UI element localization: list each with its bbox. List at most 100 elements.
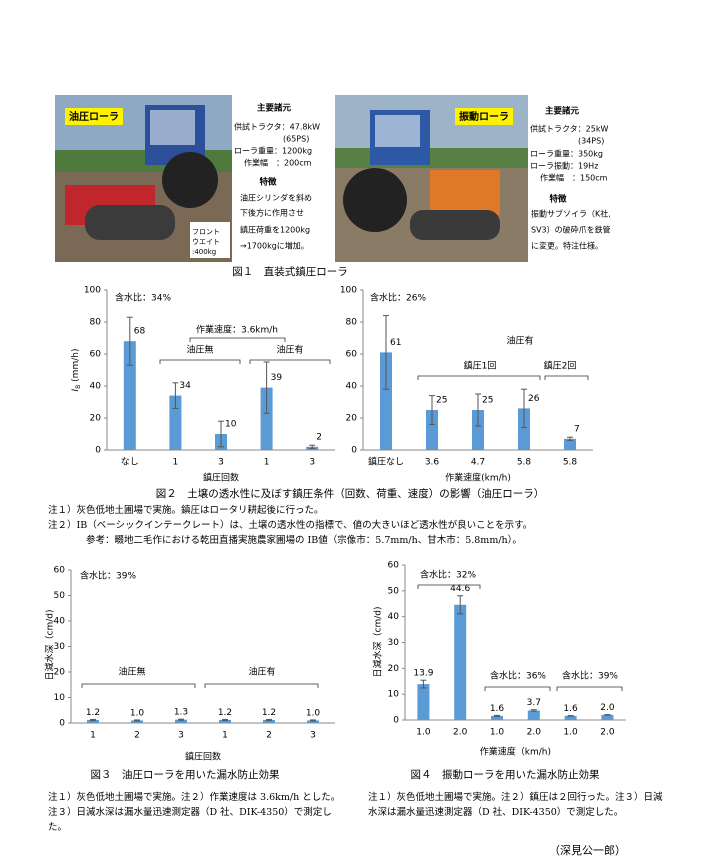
y-tick-label: 30 xyxy=(54,642,66,652)
bar xyxy=(564,715,577,720)
y-tick-label: 80 xyxy=(90,318,102,328)
value-label: 1.2 xyxy=(218,708,232,718)
annotation: 含水比：39% xyxy=(562,670,618,682)
value-label: 44.6 xyxy=(450,584,470,594)
bar xyxy=(263,719,275,723)
spec: ローラ重量：1200kg xyxy=(234,146,312,156)
spec: (34PS) xyxy=(578,137,604,146)
x-tick-label: 1 xyxy=(222,731,228,741)
spec: 供試トラクタ：47.8kW xyxy=(234,122,320,132)
value-label: 10 xyxy=(225,420,237,430)
x-tick-label: 3 xyxy=(218,458,224,468)
x-tick-label: なし xyxy=(121,457,139,468)
value-label: 25 xyxy=(482,396,493,406)
bar xyxy=(307,720,319,723)
y-tick-label: 0 xyxy=(351,446,357,456)
value-label: 1.2 xyxy=(262,708,276,718)
bar xyxy=(601,714,614,720)
x-tick-label: 2.0 xyxy=(600,728,615,738)
annotation: 鎮圧1回 xyxy=(464,360,497,372)
bar xyxy=(169,395,182,450)
bar xyxy=(491,715,503,720)
annotation: 油圧有 xyxy=(506,335,533,347)
x-tick-label: 2.0 xyxy=(527,728,542,738)
y-tick-label: 100 xyxy=(340,286,357,296)
spec: (65PS) xyxy=(283,135,309,144)
bar xyxy=(527,710,540,720)
value-label: 7 xyxy=(574,424,580,434)
y-tick-label: 40 xyxy=(90,382,102,392)
annotation: 含水比：32% xyxy=(420,569,476,581)
weight-note: ウエイト xyxy=(192,238,220,246)
photo-tag: 振動ローラ xyxy=(459,110,509,123)
spec-title: 主要諸元 xyxy=(545,106,580,117)
photo-hydraulic-roller xyxy=(55,95,232,262)
bar xyxy=(131,720,143,723)
bar xyxy=(454,604,467,720)
x-axis-label: 鎮圧回数 xyxy=(185,751,221,763)
bar xyxy=(260,387,273,450)
x-tick-label: 3 xyxy=(178,731,184,741)
bracket xyxy=(556,686,623,691)
bar xyxy=(87,719,99,723)
feature: →1700kgに増加。 xyxy=(240,241,309,251)
y-axis-label: 日減水深（cm/d) xyxy=(372,607,384,678)
y-tick-label: 20 xyxy=(90,414,102,424)
x-tick-label: 2 xyxy=(266,731,272,741)
y-tick-label: 60 xyxy=(54,566,66,576)
caption: 図１ 直装式鎮圧ローラ xyxy=(232,265,348,278)
note: 注２）IB（ベーシックインテークレート）は、土壌の透水性の指標で、値の大きいほど… xyxy=(48,520,533,531)
x-tick-label: 5.8 xyxy=(563,458,578,468)
spec-title: 主要諸元 xyxy=(257,103,292,114)
value-label: 1.0 xyxy=(130,708,145,718)
bar xyxy=(417,684,430,720)
y-tick-label: 40 xyxy=(346,382,358,392)
weight-note: フロント xyxy=(192,228,220,236)
bracket xyxy=(159,359,241,364)
note: 注１）灰色低地土圃場で実施。鎮圧はロータリ耕起後に行った。 xyxy=(48,505,324,516)
y-tick-label: 30 xyxy=(388,638,400,648)
feature: 振動サブソイラ（K社, xyxy=(531,209,611,219)
feature: 鎮圧荷重を1200kg xyxy=(240,225,310,235)
x-tick-label: 1.0 xyxy=(416,728,431,738)
note: 注１）灰色低地土圃場で実施。注２）鎮圧は２回行った。注３）日減水深は漏水量迅速測… xyxy=(368,792,663,818)
spec: 供試トラクタ：25kW xyxy=(530,124,608,134)
bracket xyxy=(544,375,589,380)
y-axis-label-unit: (mm/h) xyxy=(71,349,81,385)
x-tick-label: 5.8 xyxy=(517,458,532,468)
feature-title: 特徴 xyxy=(259,177,277,188)
y-tick-label: 20 xyxy=(346,414,358,424)
y-tick-label: 10 xyxy=(388,690,400,700)
y-axis-label: 日減水深（cm/d) xyxy=(44,610,56,681)
caption: 図４ 振動ローラを用いた漏水防止効果 xyxy=(411,768,600,781)
x-axis-label: 作業速度（km/h) xyxy=(480,746,551,758)
x-tick-label: 3 xyxy=(310,731,316,741)
y-tick-label: 0 xyxy=(393,716,399,726)
spec-panel xyxy=(232,95,322,262)
y-axis-label: IB (mm/h) xyxy=(71,349,82,392)
bar xyxy=(380,352,392,450)
value-label: 26 xyxy=(528,394,540,404)
x-tick-label: 1.0 xyxy=(563,728,578,738)
bar xyxy=(426,410,438,450)
y-tick-label: 60 xyxy=(388,561,400,571)
y-tick-label: 20 xyxy=(388,664,400,674)
bracket xyxy=(81,683,196,688)
spec: 作業幅 ：150cm xyxy=(540,173,608,183)
x-tick-label: 3.6 xyxy=(425,458,440,468)
bracket xyxy=(189,337,286,342)
spec: ローラ振動：19Hz xyxy=(530,161,598,171)
value-label: 61 xyxy=(390,338,401,348)
feature: 下後方に作用させ xyxy=(240,208,304,218)
annotation: 含水比：39% xyxy=(80,570,136,582)
y-tick-label: 100 xyxy=(84,286,101,296)
bar xyxy=(175,719,187,723)
annotation: 油圧有 xyxy=(276,344,303,356)
bar xyxy=(472,410,484,450)
bar xyxy=(564,438,576,450)
y-tick-label: 10 xyxy=(54,693,66,703)
author: （深見公一郎） xyxy=(549,843,626,857)
weight-note: :400kg xyxy=(192,248,216,256)
feature: SV3）の破砕爪を鉄管 xyxy=(531,225,611,235)
